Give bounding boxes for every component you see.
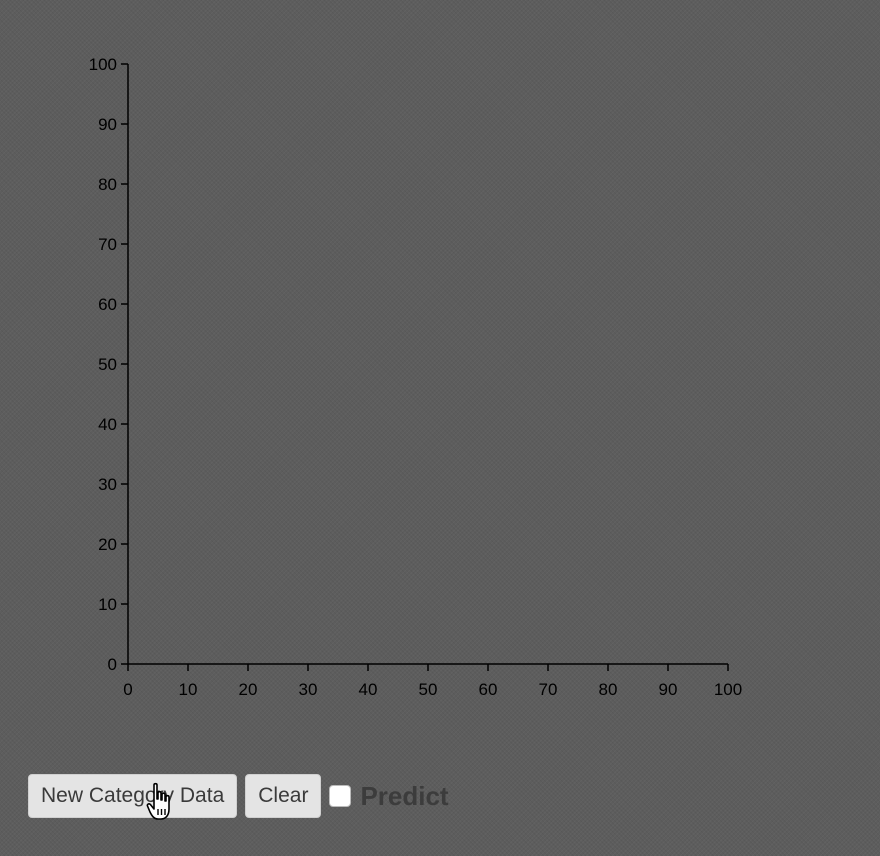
y-tick-label: 50: [98, 355, 117, 374]
y-tick-label: 0: [108, 655, 117, 674]
y-tick-label: 90: [98, 115, 117, 134]
predict-label: Predict: [360, 781, 449, 811]
y-tick-label: 80: [98, 175, 117, 194]
scatter-chart[interactable]: 0 10 20 30 40 50 60 70 80 90 100 0 10 20 30 40 50 60 70 80…: [0, 0, 880, 720]
x-tick-label: 70: [539, 680, 558, 699]
x-tick-label: 50: [419, 680, 438, 699]
y-tick-label: 100: [89, 55, 117, 74]
x-tick-label: 30: [299, 680, 318, 699]
x-tick-label: 90: [659, 680, 678, 699]
controls-bar: New Category Data Clear Predict: [28, 774, 449, 818]
x-axis: 0 10 20 30 40 50 60 70 80 90 100: [123, 663, 742, 699]
y-tick-label: 20: [98, 535, 117, 554]
y-axis: 0 10 20 30 40 50 60 70 80 90 100: [89, 55, 129, 674]
clear-button[interactable]: Clear: [245, 774, 322, 818]
x-tick-label: 80: [599, 680, 618, 699]
new-category-data-button[interactable]: New Category Data: [28, 774, 238, 818]
y-tick-label: 10: [98, 595, 117, 614]
x-tick-label: 60: [479, 680, 498, 699]
y-tick-label: 30: [98, 475, 117, 494]
x-tick-label: 100: [714, 680, 742, 699]
x-tick-label: 0: [123, 680, 132, 699]
x-tick-label: 20: [239, 680, 258, 699]
x-tick-label: 40: [359, 680, 378, 699]
y-tick-label: 40: [98, 415, 117, 434]
x-tick-label: 10: [179, 680, 198, 699]
predict-checkbox[interactable]: [329, 785, 352, 807]
y-tick-label: 60: [98, 295, 117, 314]
predict-toggle[interactable]: Predict: [329, 781, 449, 811]
y-tick-label: 70: [98, 235, 117, 254]
